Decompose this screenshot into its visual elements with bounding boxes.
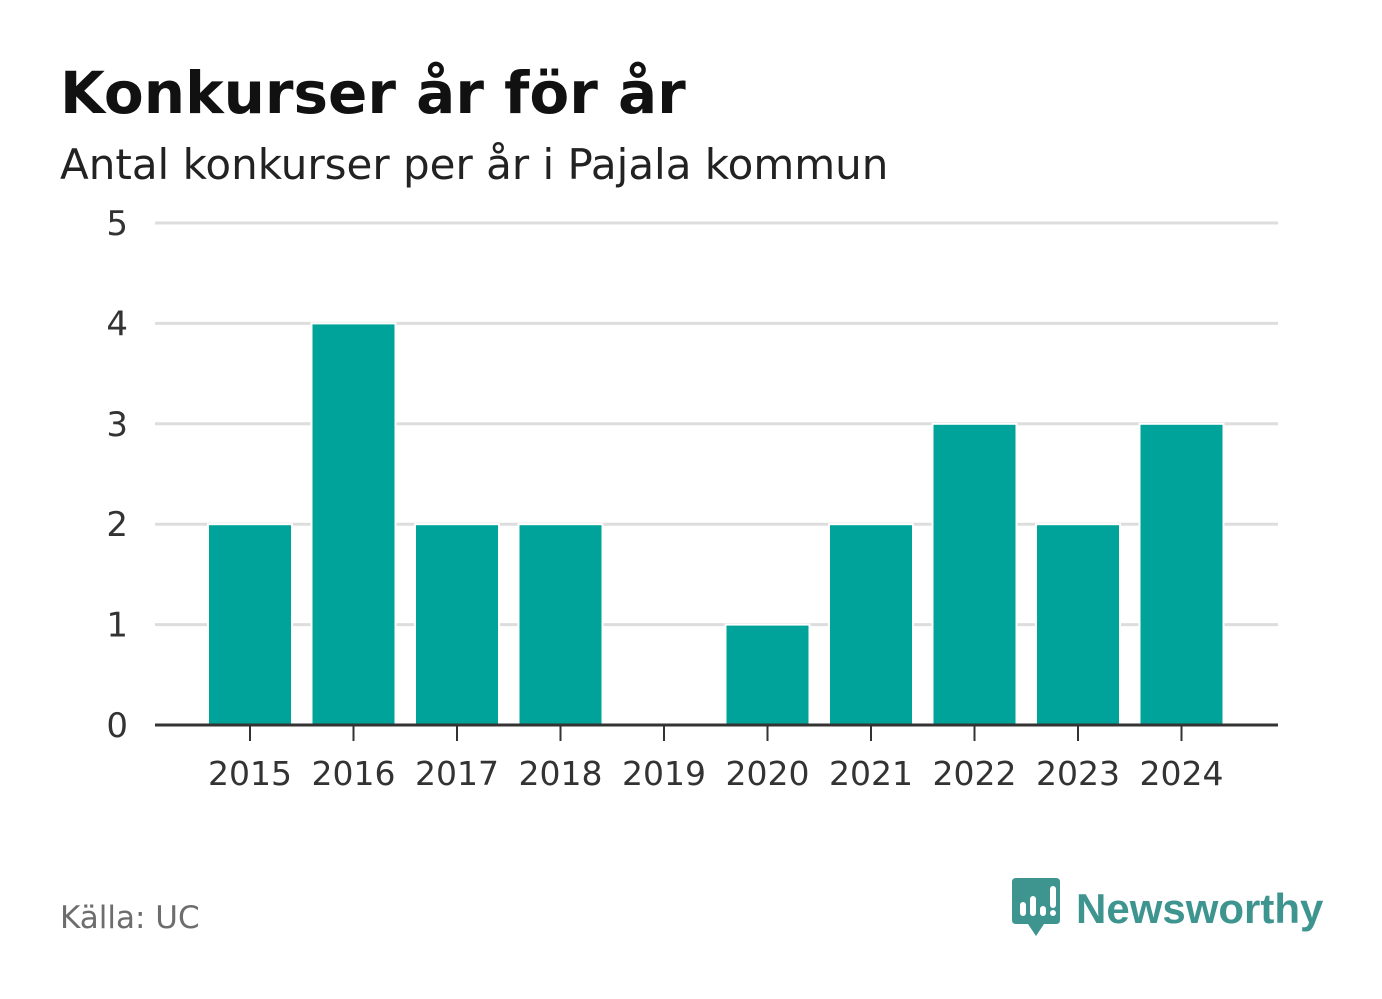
bar-2018 bbox=[517, 523, 604, 727]
x-tick-label: 2022 bbox=[933, 754, 1017, 793]
x-tick-label: 2018 bbox=[519, 754, 603, 793]
y-tick-label: 2 bbox=[106, 505, 128, 545]
bar-2022 bbox=[931, 422, 1018, 726]
x-tick-label: 2020 bbox=[726, 754, 810, 793]
x-tick-label: 2019 bbox=[622, 754, 706, 793]
brand-logo: Newsworthy bbox=[1010, 878, 1323, 940]
brand-name: Newsworthy bbox=[1076, 885, 1324, 932]
bar-2023 bbox=[1035, 523, 1121, 727]
x-tick-label: 2016 bbox=[312, 754, 396, 793]
y-tick-label: 3 bbox=[106, 405, 128, 445]
chart-subtitle: Antal konkurser per år i Pajala kommun bbox=[60, 140, 889, 189]
newsworthy-logo-icon bbox=[1012, 878, 1060, 936]
y-tick-label: 0 bbox=[106, 706, 128, 746]
x-tick-label: 2024 bbox=[1140, 754, 1224, 793]
bar-2021 bbox=[828, 523, 914, 727]
bar-2016 bbox=[310, 322, 397, 726]
x-tick-label: 2023 bbox=[1036, 754, 1120, 793]
bar-2024 bbox=[1138, 422, 1225, 726]
chart-title: Konkurser år för år bbox=[60, 59, 686, 127]
y-tick-label: 1 bbox=[106, 606, 128, 646]
x-tick-label: 2021 bbox=[829, 754, 913, 793]
x-tick-label: 2017 bbox=[415, 754, 499, 793]
bar-2015 bbox=[207, 523, 293, 727]
y-tick-label: 5 bbox=[106, 204, 128, 244]
y-tick-label: 4 bbox=[106, 304, 128, 344]
bar-2020 bbox=[724, 623, 811, 726]
bar-2017 bbox=[414, 523, 500, 727]
x-tick-label: 2015 bbox=[208, 754, 292, 793]
source-note: Källa: UC bbox=[60, 900, 200, 936]
